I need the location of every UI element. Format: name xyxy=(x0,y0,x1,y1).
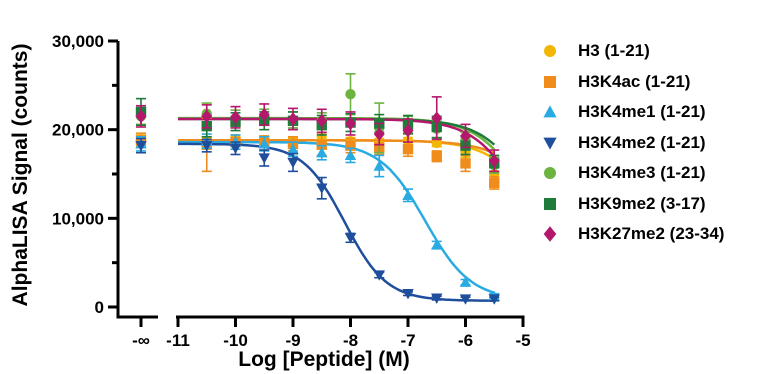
fit-curve-h3k4me1-1-21 xyxy=(178,140,495,294)
data-point xyxy=(345,116,356,131)
data-point xyxy=(402,289,414,300)
legend-marker-square xyxy=(540,194,560,214)
legend-marker-shape xyxy=(544,197,556,210)
legend-marker-shape xyxy=(544,167,556,180)
data-point xyxy=(316,183,328,194)
legend-item-h3k4ac-1-21: H3K4ac (1-21) xyxy=(540,67,724,98)
legend-label: H3K9me2 (3-17) xyxy=(578,193,706,213)
legend-label: H3K4ac (1-21) xyxy=(578,71,691,91)
axes-layer: 0 10,000 20,000 30,000 -∞ -11 -10 -9 -8 -7 -6 -5 xyxy=(52,32,531,350)
data-point xyxy=(373,160,385,171)
legend-marker-square xyxy=(540,72,560,92)
x-tick-label: -5 xyxy=(515,331,530,350)
legend-marker-shape xyxy=(543,137,557,150)
x-tick-label: -11 xyxy=(166,331,190,350)
x-tick-label: -∞ xyxy=(132,331,150,350)
data-point xyxy=(373,127,385,141)
legend-item-h3k9me2-3-17: H3K9me2 (3-17) xyxy=(540,189,724,220)
legend-item-h3-1-21: H3 (1-21) xyxy=(540,36,724,67)
data-point xyxy=(258,138,270,149)
x-tick-label: -8 xyxy=(343,331,358,350)
data-point xyxy=(316,147,328,158)
fit-curve-h3k4me2-1-21 xyxy=(178,142,495,302)
x-tick-label: -9 xyxy=(285,331,300,350)
legend-label: H3K4me3 (1-21) xyxy=(578,163,706,183)
data-point xyxy=(135,140,147,152)
data-point xyxy=(402,189,414,200)
data-point xyxy=(460,129,471,143)
data-point xyxy=(431,111,443,125)
fit-curves-layer xyxy=(178,116,496,302)
series-h3k4me2-1-21 xyxy=(135,137,500,305)
legend-marker-circle xyxy=(540,163,560,183)
y-tick-label: 0 xyxy=(95,298,104,317)
y-axis-title: AlphaLISA Signal (counts) xyxy=(9,44,32,307)
data-point xyxy=(344,233,357,244)
data-point xyxy=(316,139,327,150)
data-points-layer xyxy=(135,73,500,305)
data-point xyxy=(460,158,471,169)
data-point xyxy=(459,294,472,305)
data-point xyxy=(402,143,414,155)
legend-label: H3K4me2 (1-21) xyxy=(578,132,706,152)
y-tick-label: 30,000 xyxy=(52,32,104,51)
data-point xyxy=(287,157,299,169)
x-axis-title: Log [Peptide] (M) xyxy=(238,348,409,371)
legend-item-h3k4me1-1-21: H3K4me1 (1-21) xyxy=(540,97,724,128)
legend-item-h3k4me3-1-21: H3K4me3 (1-21) xyxy=(540,158,724,189)
data-point xyxy=(373,270,385,281)
legend-marker-triangle xyxy=(540,102,560,122)
fit-curve-h3k27me2-23-34 xyxy=(178,117,496,158)
data-point xyxy=(287,112,299,126)
legend-item-h3k4me2-1-21: H3K4me2 (1-21) xyxy=(540,128,724,159)
data-point xyxy=(135,109,147,124)
legend-marker-circle xyxy=(540,41,560,61)
series-h3k4me1-1-21 xyxy=(135,133,500,302)
legend-label: H3K4me1 (1-21) xyxy=(578,102,706,122)
y-tick-label: 20,000 xyxy=(52,121,104,140)
data-point xyxy=(230,110,241,125)
data-point xyxy=(459,276,472,287)
data-point xyxy=(431,151,442,162)
x-tick-label: -10 xyxy=(223,331,248,350)
data-point xyxy=(488,294,500,305)
data-point xyxy=(431,239,443,250)
data-point xyxy=(345,140,356,151)
legend-label: H3K27me2 (23-34) xyxy=(578,224,725,244)
y-tick-label: 10,000 xyxy=(52,209,104,228)
data-point xyxy=(258,107,270,122)
legend-marker-triangle-down xyxy=(540,133,560,153)
data-point xyxy=(316,114,328,128)
legend-marker-shape xyxy=(544,45,556,58)
data-point xyxy=(345,89,356,100)
data-point xyxy=(431,137,442,149)
data-point xyxy=(258,153,270,164)
data-point xyxy=(489,177,500,189)
legend-item-h3k27me2-23-34: H3K27me2 (23-34) xyxy=(540,219,724,250)
data-point xyxy=(201,140,213,152)
legend-label: H3 (1-21) xyxy=(578,41,650,61)
x-tick-label: -7 xyxy=(400,331,415,350)
data-point xyxy=(344,149,357,161)
x-tick-label: -6 xyxy=(458,331,473,350)
data-point xyxy=(201,109,213,124)
data-point xyxy=(402,123,414,138)
legend: H3 (1-21) H3K4ac (1-21) H3K4me1 (1-21) H3K4… xyxy=(540,36,724,250)
legend-marker-diamond xyxy=(540,224,560,244)
data-point xyxy=(488,153,500,168)
data-point xyxy=(229,143,242,155)
data-point xyxy=(287,143,299,154)
legend-marker-shape xyxy=(543,226,557,243)
legend-marker-shape xyxy=(543,105,557,118)
data-point xyxy=(431,293,443,304)
legend-marker-shape xyxy=(544,75,556,88)
series-h3k27me2-23-34 xyxy=(135,96,500,173)
